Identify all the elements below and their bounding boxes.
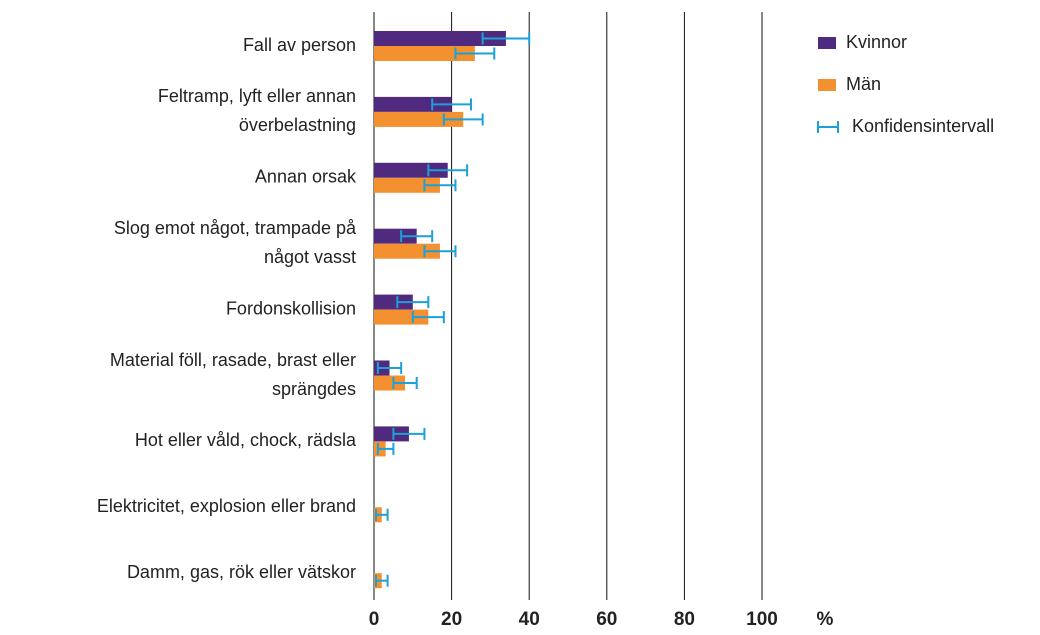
bar [374, 228, 417, 244]
error-bar [396, 296, 430, 309]
x-tick-label: 0 [369, 609, 380, 630]
x-tick-label: 40 [519, 609, 540, 630]
y-tick-label: något vasst [264, 247, 356, 267]
error-bar [374, 508, 389, 521]
legend-swatch [818, 79, 836, 91]
error-bar [374, 574, 389, 587]
bar [374, 294, 413, 310]
bar [374, 111, 464, 127]
error-bar [423, 179, 457, 192]
x-tick-label: 100 [746, 609, 778, 630]
error-bar [442, 113, 484, 126]
error-bar [454, 47, 496, 60]
x-tick-label: 80 [674, 609, 695, 630]
y-tick-label: Feltramp, lyft eller annan [158, 86, 356, 106]
y-tick-label: sprängdes [272, 379, 356, 399]
bar [374, 46, 475, 61]
legend-label: Konfidensintervall [852, 116, 994, 136]
legend-swatch [818, 37, 836, 49]
legend-label: Kvinnor [846, 32, 907, 52]
x-tick-label: 60 [596, 609, 617, 630]
y-tick-label: Slog emot något, trampade på [114, 218, 357, 238]
y-tick-label: Damm, gas, rök eller vätskor [127, 562, 356, 582]
y-tick-label: Fall av person [243, 35, 356, 55]
error-bar [400, 230, 434, 243]
bar [374, 31, 506, 46]
y-tick-label: Fordonskollision [226, 298, 356, 318]
bar [374, 426, 409, 442]
error-bar [376, 362, 403, 374]
y-tick-label: Material föll, rasade, brast eller [110, 350, 356, 370]
y-tick-label: Annan orsak [255, 167, 357, 187]
bar [374, 375, 406, 391]
error-bar [392, 427, 426, 440]
x-tick-label: 20 [441, 609, 462, 630]
error-bar [431, 98, 472, 111]
x-axis-label: % [817, 609, 834, 630]
error-bar [411, 311, 445, 324]
error-bar [376, 442, 395, 455]
legend-label: Män [846, 74, 881, 94]
error-bar [392, 377, 418, 389]
error-bar [427, 164, 469, 177]
error-bar [423, 245, 457, 258]
y-tick-label: Hot eller våld, chock, rädsla [135, 430, 357, 450]
y-tick-label: överbelastning [239, 115, 356, 135]
error-bar [481, 32, 531, 45]
bar [374, 309, 429, 325]
y-tick-label: Elektricitet, explosion eller brand [97, 496, 356, 516]
